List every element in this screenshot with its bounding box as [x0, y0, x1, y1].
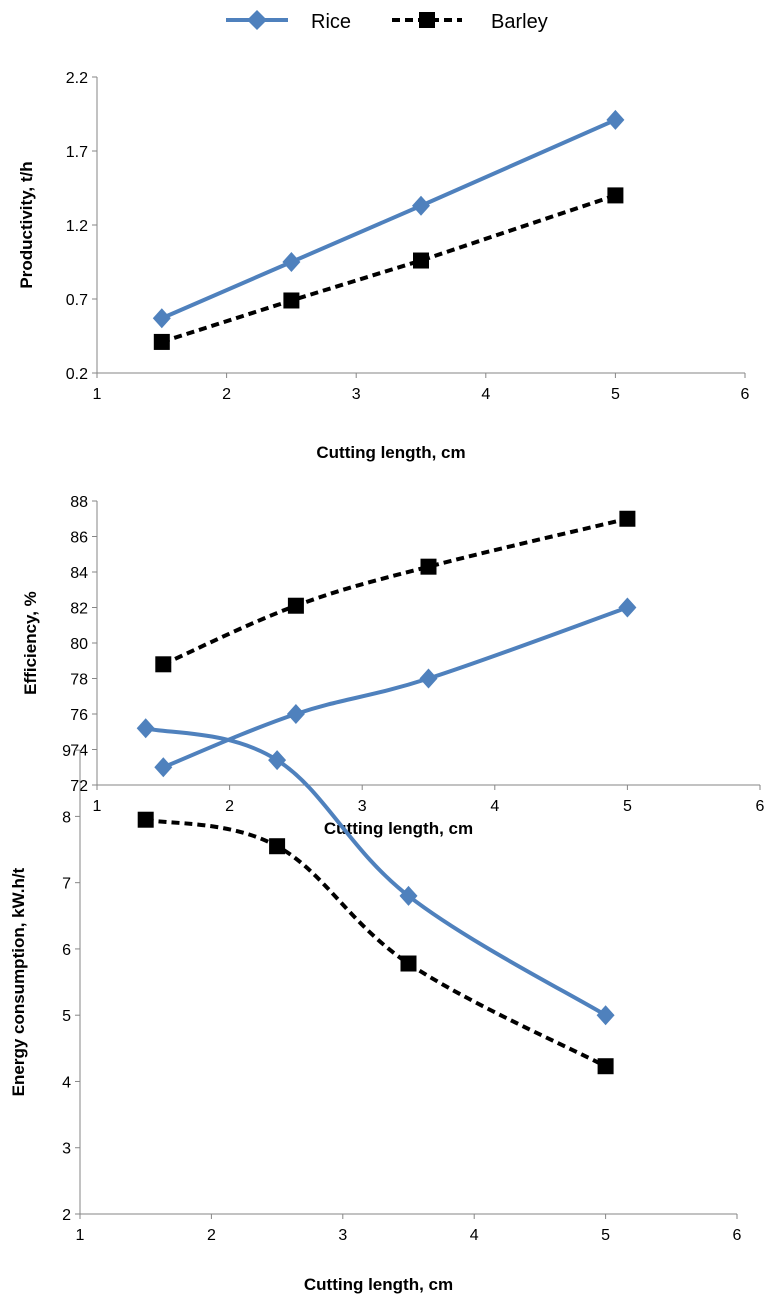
x-tick-label: 2: [225, 798, 234, 815]
series-line-barley: [161, 193, 617, 344]
y-tick-label: 4: [62, 1074, 71, 1091]
series-barley: [155, 510, 636, 673]
series-rice: [154, 597, 637, 778]
x-tick-label: 1: [76, 1227, 85, 1244]
y-tick-label: 7: [62, 876, 71, 893]
x-tick-label: 6: [741, 386, 750, 403]
x-tick-label: 6: [733, 1227, 742, 1244]
x-tick-label: 3: [338, 1227, 347, 1244]
legend-barley-label: Barley: [491, 11, 548, 33]
data-point-barley: [413, 252, 429, 269]
data-point-barley: [607, 187, 624, 204]
legend: Rice Barley: [226, 10, 548, 33]
y-axis-title: Energy consumption, kW.h/t: [9, 867, 28, 1096]
data-point-rice: [412, 195, 430, 216]
efficiency-chart: 72 74 76 78 80 82 84 86 88 1 2 3 4 5 6 Cutting length, …: [21, 494, 765, 838]
x-tick-label: 2: [207, 1227, 216, 1244]
x-tick-label: 2: [222, 386, 231, 403]
legend-barley-marker: [419, 12, 435, 28]
data-point-rice: [618, 597, 637, 618]
data-point-barley: [597, 1058, 614, 1075]
x-tick-label: 5: [623, 798, 632, 815]
series-line-rice: [145, 726, 607, 1017]
data-point-barley: [153, 333, 170, 350]
x-tick-label: 5: [601, 1227, 610, 1244]
y-tick-label: 9: [62, 743, 71, 760]
y-tick-label: 88: [70, 494, 88, 511]
data-point-rice: [268, 750, 287, 771]
productivity-chart: 0.2 0.7 1.2 1.7 2.2 1 2 3 4 5 6 Cutting length, cm P…: [17, 70, 750, 462]
y-tick-label: 8: [62, 809, 71, 826]
x-tick-label: 3: [358, 798, 367, 815]
data-point-rice: [419, 668, 438, 689]
series-line-rice: [161, 118, 617, 321]
data-point-rice: [399, 885, 418, 906]
data-point-barley: [420, 558, 437, 575]
data-point-barley: [619, 510, 636, 527]
data-point-barley: [400, 955, 417, 972]
y-tick-label: 78: [70, 672, 88, 689]
y-tick-label: 86: [70, 530, 88, 547]
legend-rice-marker: [247, 10, 267, 30]
data-point-barley: [283, 292, 300, 309]
series-barley: [137, 811, 614, 1075]
x-tick-label: 4: [481, 386, 490, 403]
legend-item-rice: Rice: [226, 10, 351, 33]
y-tick-label: 3: [62, 1141, 71, 1158]
y-tick-label: 76: [70, 707, 88, 724]
y-tick-label: 80: [70, 636, 88, 653]
x-tick-label: 1: [93, 386, 102, 403]
legend-item-barley: Barley: [392, 11, 548, 33]
y-tick-label: 72: [70, 778, 88, 795]
x-tick-label: 3: [352, 386, 361, 403]
data-point-rice: [282, 252, 301, 272]
y-tick-label: 74: [70, 743, 88, 760]
data-point-barley: [269, 838, 286, 855]
x-axis-title: Cutting length, cm: [304, 1275, 453, 1294]
y-tick-label: 0.7: [66, 292, 88, 309]
data-point-barley: [137, 811, 154, 828]
x-tick-label: 4: [470, 1227, 479, 1244]
y-axis-title: Efficiency, %: [21, 591, 40, 695]
y-tick-label: 1.2: [66, 218, 88, 235]
data-point-rice: [286, 704, 305, 724]
x-axis-title: Cutting length, cm: [316, 443, 465, 462]
data-point-rice: [136, 718, 155, 739]
y-tick-label: 1.7: [66, 144, 88, 161]
series-line-rice: [162, 605, 629, 770]
y-tick-label: 2.2: [66, 70, 88, 87]
data-point-barley: [287, 597, 304, 614]
series-line-barley: [162, 516, 628, 667]
data-point-rice: [154, 757, 173, 778]
series-rice: [136, 718, 615, 1026]
y-tick-label: 6: [62, 942, 71, 959]
series-rice: [152, 109, 625, 329]
x-tick-label: 6: [756, 798, 765, 815]
y-tick-label: 2: [62, 1207, 71, 1224]
series-line-barley: [145, 817, 607, 1069]
legend-rice-label: Rice: [311, 11, 351, 33]
data-point-barley: [155, 656, 172, 673]
y-tick-label: 82: [70, 601, 88, 618]
x-tick-label: 5: [611, 386, 620, 403]
y-tick-label: 5: [62, 1008, 71, 1025]
data-point-rice: [606, 109, 625, 130]
x-tick-label: 1: [93, 798, 102, 815]
y-axis-title: Productivity, t/h: [17, 161, 36, 288]
x-tick-label: 4: [490, 798, 499, 815]
y-tick-label: 84: [70, 565, 88, 582]
y-tick-label: 0.2: [66, 366, 88, 383]
data-point-rice: [596, 1005, 615, 1026]
series-barley: [153, 187, 624, 350]
x-axis-title: Cutting length, cm: [324, 819, 473, 838]
data-point-rice: [152, 308, 171, 329]
